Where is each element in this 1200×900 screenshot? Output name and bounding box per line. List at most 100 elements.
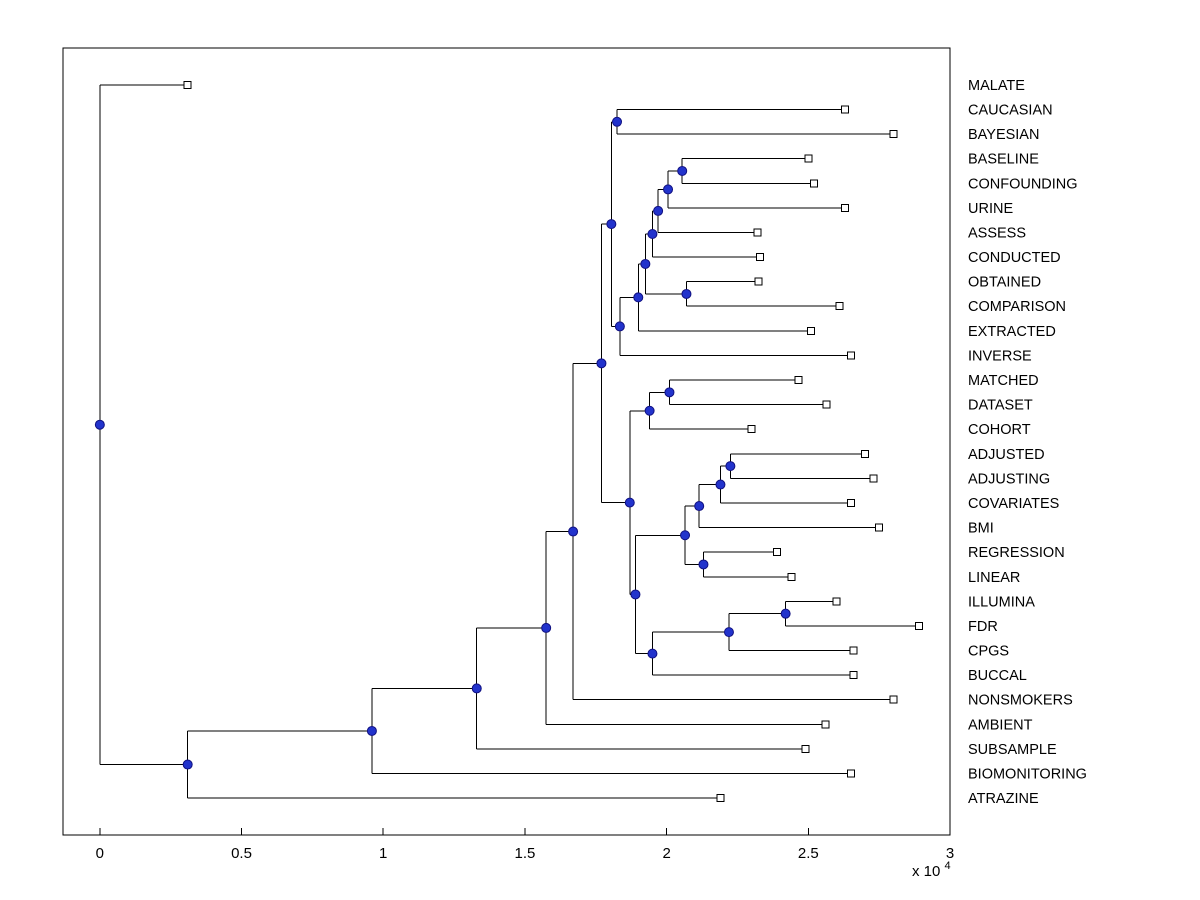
leaf-marker	[889, 130, 898, 139]
branch-node-marker	[94, 419, 105, 430]
leaf-label: OBTAINED	[968, 275, 1041, 291]
leaf-marker	[875, 523, 884, 532]
leaf-marker	[835, 302, 844, 311]
x-tick-label: 2	[662, 845, 670, 862]
leaf-marker	[846, 769, 855, 778]
leaf-marker	[794, 376, 803, 385]
leaf-label: INVERSE	[968, 348, 1032, 364]
leaf-label: COMPARISON	[968, 299, 1066, 315]
leaf-marker	[849, 646, 858, 655]
branch-node-marker	[715, 479, 726, 490]
branch-node-marker	[780, 608, 791, 619]
x-axis-multiplier: x 10 4	[912, 860, 951, 880]
leaf-marker	[773, 548, 782, 557]
leaf-marker	[822, 400, 831, 409]
leaf-marker	[804, 154, 813, 163]
leaf-label: ASSESS	[968, 225, 1026, 241]
branch-node-marker	[612, 116, 623, 127]
branch-node-marker	[653, 205, 664, 216]
leaf-label: ILLUMINA	[968, 594, 1035, 610]
leaf-marker	[821, 720, 830, 729]
leaf-marker	[753, 228, 762, 237]
leaf-label: SUBSAMPLE	[968, 742, 1057, 758]
leaf-label: LINEAR	[968, 570, 1020, 586]
branch-node-marker	[698, 559, 709, 570]
leaf-label: BAYESIAN	[968, 127, 1039, 143]
leaf-marker	[841, 203, 850, 212]
leaf-label: CONFOUNDING	[968, 176, 1078, 192]
branch-node-marker	[664, 387, 675, 398]
x-tick-label: 0.5	[231, 845, 252, 862]
branch-node-marker	[694, 501, 705, 512]
axes-box	[62, 47, 951, 836]
branch-node-marker	[647, 648, 658, 659]
leaf-marker	[846, 498, 855, 507]
branch-node-marker	[663, 184, 674, 195]
leaf-label: REGRESSION	[968, 545, 1065, 561]
branch-node-marker	[182, 759, 193, 770]
leaf-label: ATRAZINE	[968, 791, 1039, 807]
leaf-marker	[809, 179, 818, 188]
x-tick-label: 1.5	[514, 845, 535, 862]
leaf-marker	[832, 597, 841, 606]
branch-node-marker	[633, 292, 644, 303]
leaf-label: URINE	[968, 201, 1013, 217]
branch-node-marker	[677, 165, 688, 176]
leaf-label: CAUCASIAN	[968, 102, 1053, 118]
branch-node-marker	[725, 461, 736, 472]
x-tick-label: 2.5	[798, 845, 819, 862]
leaf-label: NONSMOKERS	[968, 693, 1073, 709]
branch-node-marker	[624, 497, 635, 508]
leaf-label: ADJUSTED	[968, 447, 1045, 463]
leaf-marker	[183, 80, 192, 89]
branch-node-marker	[471, 683, 482, 694]
leaf-marker	[849, 671, 858, 680]
branch-node-marker	[640, 258, 651, 269]
leaf-label: MATCHED	[968, 373, 1039, 389]
leaf-marker	[747, 425, 756, 434]
branch-node-marker	[644, 405, 655, 416]
branch-node-marker	[614, 321, 625, 332]
leaf-marker	[756, 253, 765, 262]
leaf-label: BIOMONITORING	[968, 767, 1087, 783]
x-tick-label: 1	[379, 845, 387, 862]
leaf-label: BUCCAL	[968, 668, 1027, 684]
leaf-marker	[787, 572, 796, 581]
leaf-marker	[889, 695, 898, 704]
branch-node-marker	[630, 589, 641, 600]
leaf-label: COVARIATES	[968, 496, 1059, 512]
branch-node-marker	[723, 627, 734, 638]
branch-node-marker	[681, 288, 692, 299]
leaf-label: BASELINE	[968, 152, 1039, 168]
leaf-label: CONDUCTED	[968, 250, 1061, 266]
leaf-label: COHORT	[968, 422, 1031, 438]
branch-node-marker	[366, 725, 377, 736]
leaf-marker	[914, 621, 923, 630]
leaf-label: CPGS	[968, 644, 1009, 660]
leaf-marker	[846, 351, 855, 360]
leaf-marker	[716, 794, 725, 803]
branch-node-marker	[596, 358, 607, 369]
branch-node-marker	[568, 526, 579, 537]
leaf-label: BMI	[968, 521, 994, 537]
branch-node-marker	[541, 622, 552, 633]
x-tick-label: 3	[946, 845, 954, 862]
leaf-marker	[869, 474, 878, 483]
leaf-marker	[841, 105, 850, 114]
x-tick-label: 0	[96, 845, 104, 862]
branch-node-marker	[680, 530, 691, 541]
leaf-label: DATASET	[968, 398, 1033, 414]
leaf-marker	[807, 326, 816, 335]
leaf-label: ADJUSTING	[968, 471, 1050, 487]
leaf-marker	[754, 277, 763, 286]
branch-node-marker	[606, 219, 617, 230]
leaf-marker	[801, 744, 810, 753]
branch-node-marker	[647, 228, 658, 239]
leaf-label: EXTRACTED	[968, 324, 1056, 340]
leaf-label: AMBIENT	[968, 717, 1033, 733]
leaf-label: FDR	[968, 619, 998, 635]
leaf-marker	[860, 449, 869, 458]
leaf-label: MALATE	[968, 78, 1025, 94]
